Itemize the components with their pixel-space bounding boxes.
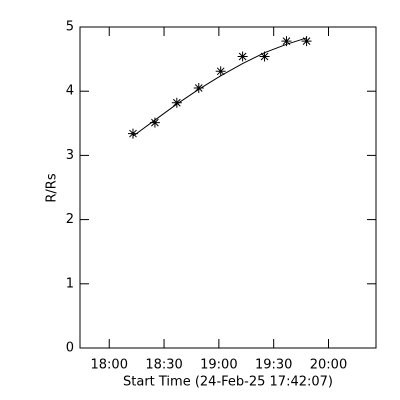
y-tick-label: 2 — [66, 212, 74, 227]
x-tick-label: 20:00 — [310, 358, 347, 373]
data-point — [149, 117, 160, 128]
data-point — [215, 66, 226, 77]
data-point — [281, 36, 292, 47]
x-tick-label: 19:30 — [255, 358, 292, 373]
data-point — [237, 51, 248, 62]
y-axis-label: R/Rs — [45, 173, 60, 202]
data-point — [259, 51, 270, 62]
y-tick-label: 5 — [66, 20, 74, 35]
data-point — [301, 36, 312, 47]
y-tick-label: 0 — [66, 341, 74, 356]
plot-frame — [79, 26, 377, 349]
data-point — [171, 97, 182, 108]
x-axis-label: Start Time (24-Feb-25 17:42:07) — [123, 375, 333, 390]
data-point — [193, 82, 204, 93]
fit-line — [132, 37, 307, 137]
y-tick-label: 3 — [66, 148, 74, 163]
x-tick-label: 18:30 — [145, 358, 182, 373]
x-tick-label: 18:00 — [91, 358, 128, 373]
x-tick-label: 19:00 — [200, 358, 237, 373]
data-point — [127, 128, 138, 139]
y-tick-label: 4 — [66, 84, 74, 99]
y-tick-label: 1 — [66, 276, 74, 291]
